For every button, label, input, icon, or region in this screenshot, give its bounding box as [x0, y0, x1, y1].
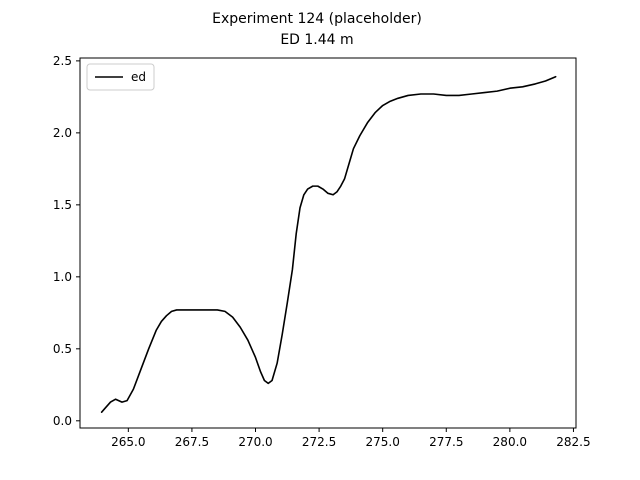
y-tick-label: 1.0	[53, 270, 72, 284]
series-line-ed	[100, 75, 557, 413]
x-tick-label: 280.0	[493, 435, 527, 449]
axes: 265.0 267.5 270.0 272.5 275.0 277.5 280.0 282.5…	[53, 54, 591, 449]
y-tick-label: 1.5	[53, 198, 72, 212]
y-tick-label: 0.0	[53, 414, 72, 428]
x-tick-label: 267.5	[175, 435, 209, 449]
x-tick-label: 275.0	[366, 435, 400, 449]
chart-title: Experiment 124 (placeholder)	[212, 11, 422, 27]
chart-subtitle: ED 1.44 m	[280, 32, 353, 48]
x-tick-label: 270.0	[238, 435, 272, 449]
x-tick-label: 272.5	[302, 435, 336, 449]
y-tick-label: 2.5	[53, 54, 72, 68]
axes-frame	[79, 57, 577, 429]
plot-area	[100, 75, 557, 413]
y-tick-label: 0.5	[53, 342, 72, 356]
y-tick-label: 2.0	[53, 126, 72, 140]
x-tick-label: 265.0	[111, 435, 145, 449]
x-tick-label: 282.5	[556, 435, 590, 449]
legend-label: ed	[131, 70, 146, 84]
legend: ed	[86, 63, 155, 91]
x-tick-label: 277.5	[429, 435, 463, 449]
